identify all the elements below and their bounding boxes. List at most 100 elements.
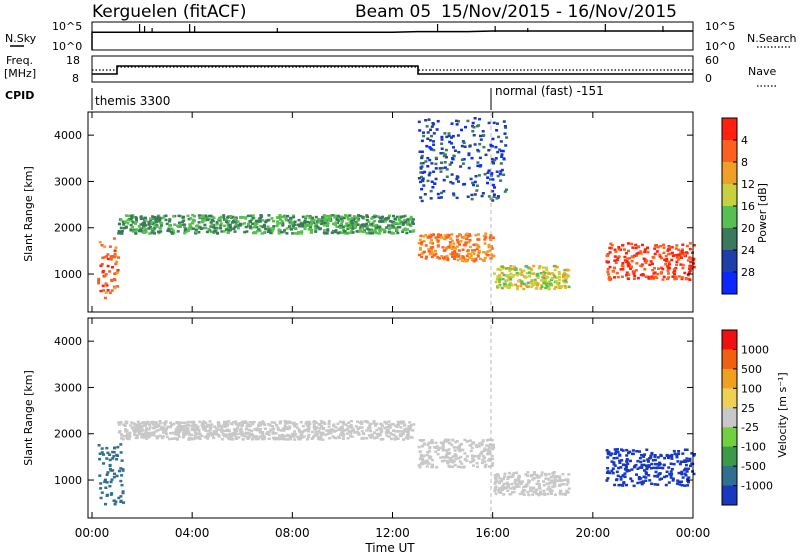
data-cell <box>342 225 345 229</box>
data-cell <box>161 435 165 438</box>
colorbar-tick-label: 8 <box>741 156 748 169</box>
data-cell <box>443 161 447 164</box>
data-cell <box>341 429 345 433</box>
data-cell <box>148 226 152 229</box>
data-cell <box>430 234 434 237</box>
data-cell <box>683 484 687 487</box>
data-cell <box>463 452 467 455</box>
data-cell <box>339 217 343 220</box>
data-cell <box>471 121 475 125</box>
data-cell <box>385 226 389 229</box>
data-cell <box>626 264 630 267</box>
data-cell <box>442 154 446 158</box>
data-cell <box>133 428 137 432</box>
data-cell <box>429 197 433 200</box>
data-cell <box>192 227 196 230</box>
data-cell <box>645 259 649 262</box>
data-cell <box>468 145 472 148</box>
data-cell <box>406 218 410 221</box>
data-cell <box>170 227 174 231</box>
data-cell <box>261 437 264 441</box>
data-cell <box>463 438 467 442</box>
data-cell <box>125 436 129 439</box>
data-cell <box>638 450 641 453</box>
data-cell <box>508 269 512 272</box>
data-cell <box>465 232 469 236</box>
data-cell <box>454 457 458 461</box>
data-cell <box>198 225 202 229</box>
data-cell <box>401 228 405 232</box>
data-cell <box>690 452 694 455</box>
data-cell <box>683 460 687 463</box>
data-cell <box>227 220 231 223</box>
data-cell <box>373 214 377 217</box>
data-cell <box>103 478 107 482</box>
data-cell <box>526 471 530 474</box>
data-cell <box>456 258 460 262</box>
data-cell <box>618 459 622 463</box>
data-cell <box>210 423 214 426</box>
data-cell <box>158 422 162 425</box>
data-cell <box>261 420 265 423</box>
data-cell <box>362 230 366 234</box>
data-cell <box>490 247 494 250</box>
data-cell <box>159 427 163 431</box>
data-cell <box>326 229 330 232</box>
data-cell <box>227 420 231 423</box>
data-cell <box>263 427 267 430</box>
data-cell <box>512 265 516 268</box>
data-cell <box>365 429 369 432</box>
data-cell <box>170 437 174 440</box>
data-cell <box>670 467 674 471</box>
data-cell <box>638 456 642 460</box>
data-cell <box>213 229 217 233</box>
data-cell <box>487 195 491 198</box>
data-cell <box>252 226 256 229</box>
data-cell <box>183 428 187 431</box>
data-cell <box>458 460 462 463</box>
data-cell <box>453 255 457 258</box>
data-cell <box>271 432 275 435</box>
data-cell <box>293 424 297 428</box>
data-cell <box>183 228 187 231</box>
data-cell <box>347 231 351 235</box>
data-cell <box>624 465 628 468</box>
data-cell <box>155 423 159 426</box>
data-cell <box>455 238 459 242</box>
data-cell <box>301 424 305 428</box>
data-cell <box>531 478 535 481</box>
data-cell <box>257 422 261 425</box>
data-cell <box>500 286 504 290</box>
data-cell <box>312 435 315 439</box>
data-cell <box>146 420 150 424</box>
data-cell <box>209 432 213 435</box>
data-cell <box>511 275 515 278</box>
data-cell <box>359 230 363 233</box>
data-cell <box>499 170 503 173</box>
data-cell <box>334 436 338 440</box>
data-cell <box>383 420 387 424</box>
data-cell <box>543 271 547 275</box>
data-cell <box>645 467 649 471</box>
data-cell <box>351 224 355 228</box>
data-cell <box>203 223 207 227</box>
data-cell <box>610 460 614 463</box>
data-cell <box>436 239 440 242</box>
data-cell <box>111 457 115 460</box>
data-cell <box>511 486 515 489</box>
data-cell <box>448 140 452 144</box>
data-cell <box>643 469 646 472</box>
data-cell <box>159 425 163 429</box>
data-cell <box>315 222 318 225</box>
data-cell <box>258 424 262 427</box>
data-cell <box>537 485 541 489</box>
data-cell <box>419 455 423 458</box>
data-cell <box>420 139 424 143</box>
data-cell <box>134 217 138 220</box>
data-cell <box>261 432 264 435</box>
data-cell <box>170 423 174 427</box>
data-cell <box>114 246 118 249</box>
data-cell <box>371 232 375 235</box>
data-cell <box>193 429 197 433</box>
data-cell <box>375 432 379 436</box>
